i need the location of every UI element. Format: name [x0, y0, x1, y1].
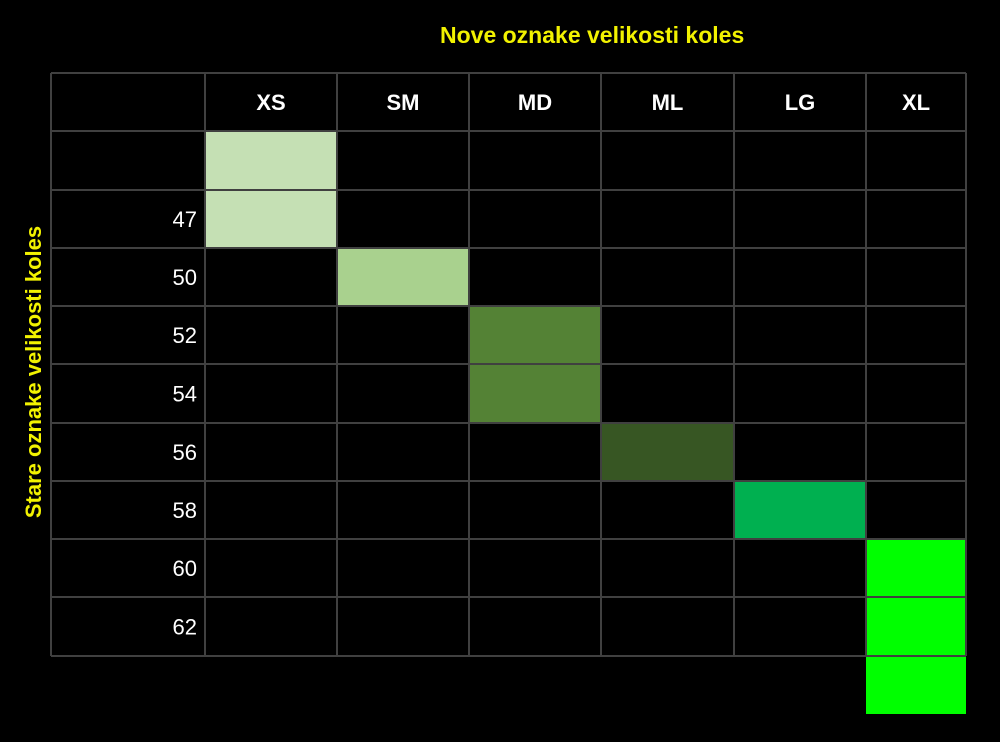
- column-header-md: MD: [518, 90, 552, 115]
- chart-title: Nove oznake velikosti koles: [440, 22, 745, 48]
- column-header-sm: SM: [387, 90, 420, 115]
- cell-lg: [734, 481, 866, 539]
- row-label-56: 56: [173, 440, 197, 465]
- row-label-54: 54: [173, 382, 197, 407]
- row-label-58: 58: [173, 498, 197, 523]
- column-header-lg: LG: [785, 90, 816, 115]
- column-header-ml: ML: [652, 90, 684, 115]
- row-label-52: 52: [173, 323, 197, 348]
- cell-sm: [337, 248, 469, 306]
- row-label-60: 60: [173, 556, 197, 581]
- row-label-47: 47: [173, 207, 197, 232]
- row-label-50: 50: [173, 265, 197, 290]
- column-header-xl: XL: [902, 90, 930, 115]
- column-header-xs: XS: [256, 90, 285, 115]
- row-label-62: 62: [173, 615, 197, 640]
- cell-xl: [866, 539, 966, 714]
- cell-ml: [601, 423, 734, 481]
